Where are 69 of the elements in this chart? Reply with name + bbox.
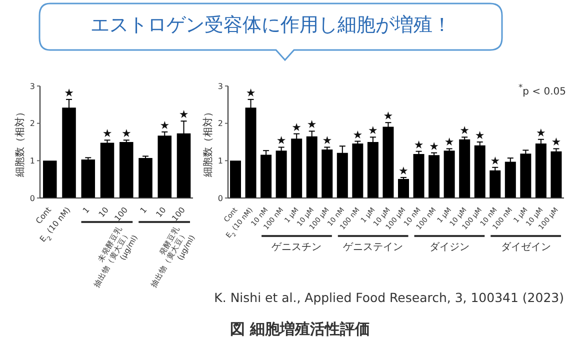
y-tick-label: 2 (218, 119, 223, 128)
data-label: ★ (352, 128, 363, 142)
text: K. Nishi et al., Applied Food Research, 3, 100341 (2023) (213, 290, 565, 305)
text: エストロゲン受容体に作用し細胞が増殖！ (90, 13, 452, 38)
data-label: ★ (460, 124, 470, 138)
bar (504, 162, 516, 198)
data-label: ★ (536, 126, 546, 140)
bar (474, 145, 486, 198)
bar (382, 126, 394, 198)
y-tick-label: 0 (218, 194, 223, 203)
data-label: ★ (414, 138, 424, 152)
y-tick-label: 0 (30, 194, 35, 203)
data-label: ★ (444, 136, 454, 149)
text: ゲニステイン (343, 242, 404, 253)
bar (260, 154, 272, 198)
data-label: ★ (429, 140, 440, 153)
x-tick-label: 10 (97, 206, 110, 220)
x-tick-label: 10 (154, 206, 168, 220)
data-label: ★ (551, 136, 562, 149)
data-label: ★ (276, 134, 286, 148)
bar (444, 150, 455, 198)
data-label: ★ (64, 86, 74, 100)
data-label: ★ (160, 118, 170, 132)
bar (535, 143, 546, 198)
data-label: ★ (102, 127, 112, 140)
y-tick-label: 1 (218, 156, 223, 166)
bar (322, 149, 333, 198)
data-label: ★ (246, 86, 256, 100)
y-tick-label: 3 (30, 82, 35, 91)
bar (428, 155, 440, 198)
bar (100, 142, 114, 198)
bar (352, 143, 364, 198)
y-axis-title: 細胞数（相対） (202, 107, 214, 178)
text: ダイゼイン (500, 241, 551, 253)
data-label: ★ (383, 110, 394, 123)
data-label: ★ (322, 134, 332, 148)
x-tick-label: 1 (81, 206, 92, 216)
annotation: $^{*}$p < 0.05 (517, 82, 566, 98)
bar (490, 170, 501, 198)
bar (230, 160, 241, 198)
y-tick-label: 1 (30, 156, 35, 166)
y-tick-label: 2 (30, 119, 35, 128)
x-tick-label: 1 (138, 206, 149, 216)
bar (81, 160, 96, 198)
data-label: ★ (474, 129, 485, 142)
bar (120, 142, 134, 198)
bar (158, 136, 172, 198)
text: ゲニスチン (272, 242, 322, 253)
data-label: ★ (121, 127, 132, 140)
data-label: ★ (306, 118, 317, 132)
text: 図 細胞増殖活性評価 (228, 320, 372, 339)
bar (550, 151, 562, 198)
data-label: ★ (292, 120, 302, 134)
bar (276, 150, 287, 198)
x-tick-label: 100 (112, 206, 130, 223)
data-label: ★ (178, 108, 189, 122)
y-tick-label: 3 (218, 82, 223, 91)
data-label: ★ (398, 164, 409, 178)
y-axis-title: 細胞数（相対） (14, 107, 26, 178)
data-label: ★ (368, 124, 378, 138)
bar (520, 154, 532, 198)
bar (138, 158, 152, 198)
bar (413, 154, 424, 198)
text: ダイジン (429, 241, 470, 253)
bar (459, 139, 470, 198)
bar (398, 178, 409, 198)
bar (43, 160, 57, 198)
x-tick-label: 100 (170, 206, 187, 223)
data-label: ★ (490, 154, 500, 168)
